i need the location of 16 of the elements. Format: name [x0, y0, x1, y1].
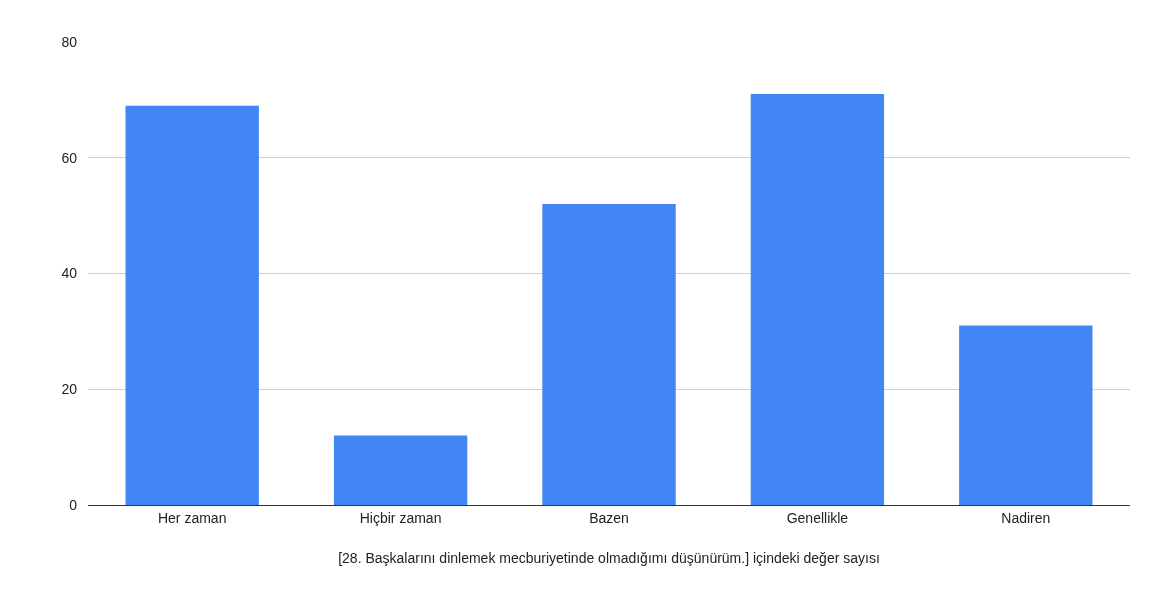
x-tick-label: Genellikle — [786, 509, 849, 526]
y-tick-label: 20 — [61, 381, 78, 398]
y-tick-label: 0 — [69, 496, 78, 513]
bar — [750, 94, 885, 505]
x-axis-title: [28. Başkalarını dinlemek mecburiyetinde olmadığımı düşünürüm.] içindeki değer sayısı — [338, 550, 880, 567]
x-tick-label: Hiçbir zaman — [359, 509, 442, 526]
x-tick-label: Bazen — [589, 509, 629, 526]
x-tick-label: Her zaman — [157, 509, 227, 526]
x-tick-label: Nadiren — [1001, 509, 1051, 526]
y-tick-label: 60 — [61, 149, 78, 166]
bar — [959, 325, 1093, 505]
bar — [542, 204, 676, 505]
y-tick-label: 80 — [61, 33, 78, 50]
y-tick-label: 40 — [61, 265, 78, 282]
bar — [333, 435, 468, 505]
bar — [125, 105, 259, 505]
